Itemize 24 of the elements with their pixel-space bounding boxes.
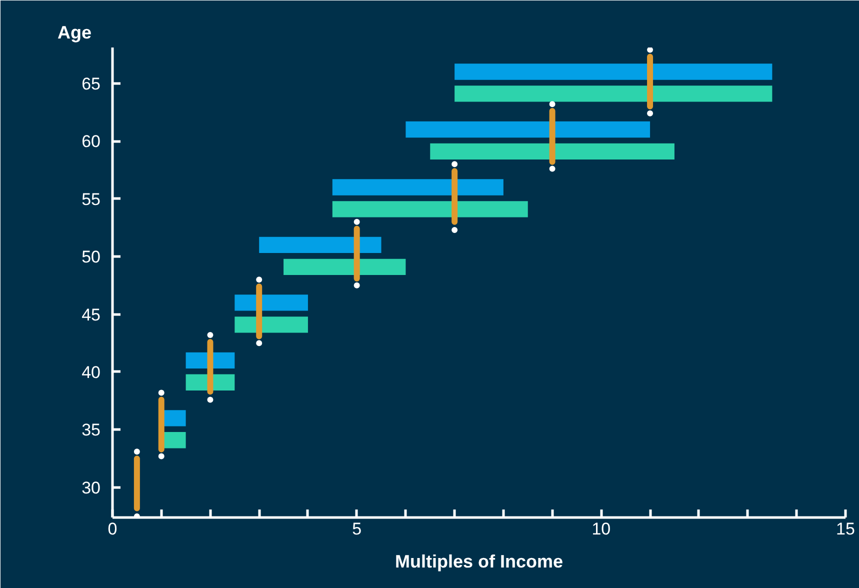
y-tick-label: 55 (82, 190, 101, 209)
y-tick-label: 60 (82, 132, 101, 152)
bar (259, 236, 382, 254)
y-tick-label: 35 (82, 420, 101, 440)
y-tick-label: 40 (82, 362, 101, 382)
x-tick-label: 0 (108, 520, 118, 538)
y-axis-title: Age (58, 22, 92, 42)
x-tick-label: 15 (836, 520, 855, 538)
bar (332, 201, 528, 218)
y-tick-label: 65 (82, 74, 101, 94)
bar (454, 86, 772, 102)
y-tick-label: 50 (82, 248, 101, 267)
x-axis-title: Multiples of Income (394, 552, 564, 572)
x-tick-label: 5 (352, 520, 362, 538)
bar (234, 294, 308, 311)
bar (454, 64, 772, 80)
y-tick-label: 45 (82, 305, 101, 324)
bar (406, 121, 650, 138)
bar (234, 316, 308, 333)
x-tick-label: 10 (592, 520, 611, 538)
bar (284, 258, 406, 275)
bar (430, 143, 674, 160)
bar (332, 179, 504, 196)
y-tick-label: 30 (82, 478, 101, 498)
